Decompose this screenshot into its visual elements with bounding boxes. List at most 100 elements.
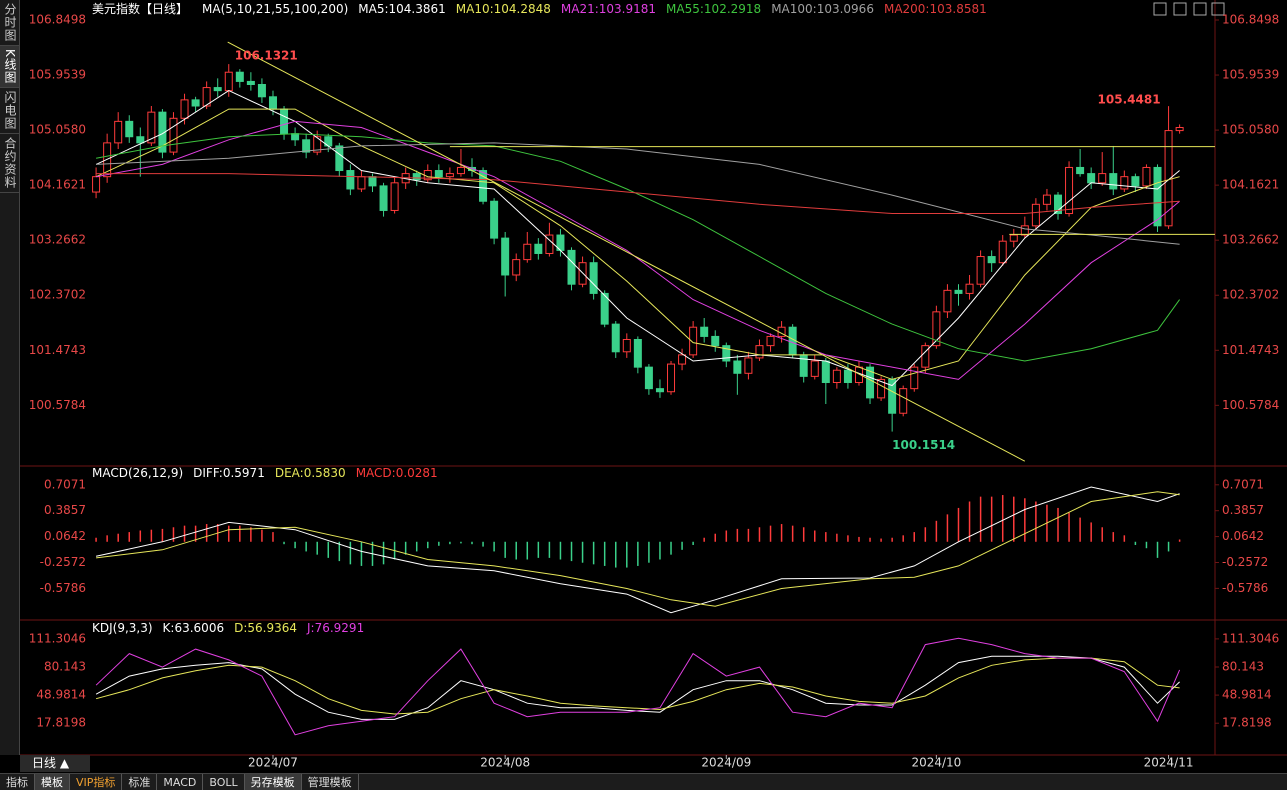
candle-body — [1120, 176, 1129, 190]
candle-body — [1042, 194, 1051, 205]
x-tick-label: 2024/11 — [1144, 756, 1194, 770]
legend-item: MA(5,10,21,55,100,200) — [202, 2, 348, 16]
y-tick-label: 102.3702 — [1222, 288, 1279, 302]
side-tab[interactable]: 闪电图 — [0, 88, 19, 134]
candle-body — [589, 262, 598, 294]
y-tick-label: 105.0580 — [1222, 123, 1279, 137]
toolbar-icons — [1153, 2, 1225, 16]
y-tick-label: -0.2572 — [40, 555, 86, 569]
candle-body — [821, 360, 830, 384]
series-line — [96, 491, 1180, 607]
x-tick-label: 2024/07 — [248, 756, 298, 770]
candle-body — [191, 99, 200, 107]
y-tick-label: 111.3046 — [29, 631, 86, 645]
candle-body — [235, 71, 244, 82]
y-tick-label: 104.1621 — [1222, 178, 1279, 192]
period-button[interactable]: 日线 ▲ — [20, 755, 90, 772]
candle-body — [810, 360, 819, 377]
candle-body — [434, 170, 443, 178]
icon[interactable] — [1211, 2, 1225, 16]
side-tabs: 分时图 K线图 闪电图 合约资料 — [0, 0, 20, 755]
candle-body — [1053, 194, 1062, 215]
y-tick-label: 0.3857 — [44, 503, 86, 517]
bottom-tab[interactable]: MACD — [157, 774, 204, 790]
candle-body — [1009, 234, 1018, 242]
candle-body — [755, 345, 764, 359]
candle-body — [877, 378, 886, 399]
candle-body — [711, 335, 720, 347]
legend-item: J:76.9291 — [306, 621, 364, 635]
y-tick-label: 106.8498 — [1222, 13, 1279, 27]
series-line — [227, 41, 1026, 462]
side-tab[interactable]: K线图 — [0, 46, 19, 88]
y-tick-label: 106.8498 — [29, 13, 86, 27]
bottom-tab[interactable]: 管理模板 — [302, 774, 359, 790]
legend-item: K:63.6006 — [163, 621, 225, 635]
side-tab[interactable]: 合约资料 — [0, 134, 19, 193]
candle-body — [1142, 166, 1151, 187]
y-tick-label: 17.8198 — [36, 716, 86, 730]
candle-body — [1098, 173, 1107, 184]
candle-body — [302, 139, 311, 153]
candle-body — [1031, 203, 1040, 227]
y-tick-label: 100.5784 — [29, 398, 86, 412]
bottom-tab[interactable]: 另存模板 — [244, 774, 302, 790]
y-tick-label: 0.7071 — [1222, 477, 1264, 491]
candle-body — [147, 111, 156, 144]
y-tick-label: 105.9539 — [29, 68, 86, 82]
candle-body — [257, 84, 266, 98]
candle-body — [678, 354, 687, 365]
candle-body — [965, 283, 974, 294]
annotation: 105.4481 — [1098, 93, 1161, 107]
annotation: 100.1514 — [892, 438, 955, 452]
candle-body — [788, 326, 797, 356]
candle-body — [611, 323, 620, 353]
y-tick-label: 103.2662 — [29, 233, 86, 247]
candle-body — [479, 170, 488, 202]
candle-body — [667, 363, 676, 393]
candle-body — [335, 145, 344, 172]
icon[interactable] — [1173, 2, 1187, 16]
series-line — [96, 120, 1180, 380]
side-tab[interactable]: 分时图 — [0, 0, 19, 46]
icon[interactable] — [1153, 2, 1167, 16]
bottom-tab[interactable]: VIP指标 — [70, 774, 123, 790]
bottom-tab[interactable]: 指标 — [0, 774, 35, 790]
candle-body — [490, 200, 499, 239]
series-line — [96, 133, 1181, 362]
background — [0, 0, 1287, 772]
bottom-tab[interactable]: 模板 — [35, 774, 70, 790]
candle-body — [866, 366, 875, 399]
candle-body — [976, 256, 985, 285]
candle-body — [567, 249, 576, 285]
bottom-tab[interactable]: BOLL — [203, 774, 245, 790]
candle-body — [1087, 173, 1096, 184]
series-line — [95, 108, 1180, 380]
candle-body — [1153, 166, 1162, 227]
candle-body — [744, 357, 753, 374]
bottom-tab[interactable]: 标准 — [122, 774, 158, 790]
candle-body — [545, 234, 554, 254]
candle-body — [202, 87, 211, 107]
candle-body — [921, 345, 930, 368]
candle-body — [655, 388, 664, 393]
candle-body — [280, 108, 289, 135]
y-tick-label: 105.0580 — [29, 123, 86, 137]
candle-body — [1020, 225, 1029, 236]
series-line — [95, 657, 1180, 715]
y-tick-label: -0.5786 — [1222, 581, 1268, 595]
legend-item: MACD:0.0281 — [356, 466, 438, 480]
x-tick-label: 2024/10 — [911, 756, 961, 770]
icon[interactable] — [1193, 2, 1207, 16]
legend-item: 美元指数【日线】 — [92, 1, 188, 16]
legend-item: MA100:103.0966 — [771, 2, 874, 16]
panel-header: KDJ(9,3,3) K:63.6006 D:56.9364 J:76.9291 — [92, 621, 364, 635]
panel-header: 美元指数【日线】 MA(5,10,21,55,100,200) MA5:104.38… — [92, 1, 987, 16]
candle-body — [987, 256, 996, 264]
candle-body — [114, 120, 123, 144]
legend-item: KDJ(9,3,3) — [92, 621, 153, 635]
annotation: 106.1321 — [235, 49, 298, 63]
